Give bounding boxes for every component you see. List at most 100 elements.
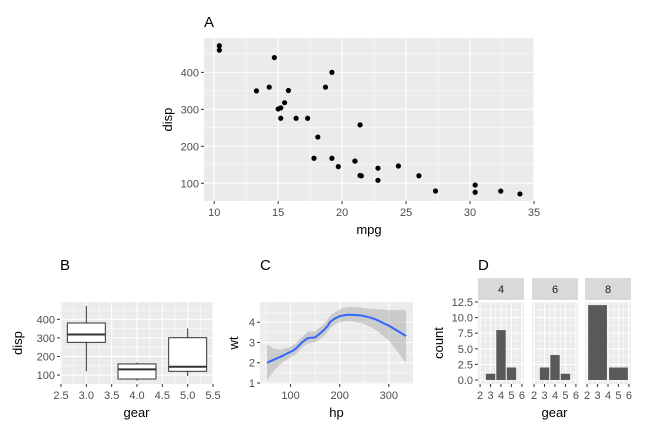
panel-tag: A: [204, 14, 214, 31]
y-axis-title: count: [431, 327, 446, 359]
data-point: [357, 172, 363, 179]
x-tick-label: 3.5: [104, 390, 119, 402]
data-point: [472, 182, 478, 188]
x-tick-label: 4: [605, 390, 611, 402]
x-tick-label: 30: [464, 207, 476, 219]
x-tick-label: 15: [272, 207, 284, 219]
smooth-line: [266, 313, 407, 364]
y-axis-title: disp: [160, 108, 175, 132]
data-point: [293, 115, 299, 121]
confidence-ribbon: [266, 307, 407, 381]
facet-strip: [478, 278, 524, 300]
x-tick-label: 4.5: [155, 390, 170, 402]
facet-strip-label: 8: [605, 284, 611, 296]
facet-6: 62 3 4 5 6: [531, 278, 579, 402]
data-point: [329, 69, 335, 75]
data-point: [322, 84, 329, 90]
data-point: [285, 87, 292, 94]
data-point: [266, 84, 272, 90]
y-axis-title: disp: [10, 331, 25, 355]
x-tick-label: 6: [626, 390, 632, 402]
y-tick-label: 10.0: [452, 313, 473, 325]
bar: [506, 367, 517, 380]
data-point: [517, 191, 523, 197]
bar: [550, 355, 560, 380]
x-tick-label: 3: [594, 390, 600, 402]
y-tick-label: 1: [249, 378, 255, 390]
data-point: [216, 47, 222, 53]
y-tick-label: 12.5: [452, 297, 473, 309]
box-iqr: [168, 337, 208, 372]
panel-tag: D: [478, 257, 489, 274]
y-tick-label: 3: [249, 337, 255, 349]
x-axis-title: gear: [541, 405, 568, 420]
data-point: [311, 155, 317, 161]
x-tick-label: 300: [380, 390, 398, 402]
data-point: [375, 177, 381, 183]
facet-4: 42 3 4 5 60.02.55.07.510.012.5: [452, 278, 525, 402]
box-gear-3: [66, 305, 106, 372]
data-point: [329, 155, 335, 161]
data-point: [357, 122, 363, 128]
data-point: [416, 173, 422, 179]
data-point: [281, 100, 288, 106]
bar: [496, 330, 506, 380]
x-axis-title: hp: [329, 405, 343, 420]
data-point: [305, 115, 311, 121]
data-point: [498, 188, 504, 194]
y-tick-label: 0.0: [458, 375, 473, 387]
y-tick-label: 300: [181, 104, 199, 116]
panel-b-boxplot: 100 200 300 400 2.5 3.0 3.5 4.0 4.5 5.0 5.5 gear dis…: [10, 257, 221, 420]
x-tick-label: 200: [331, 390, 349, 402]
x-tick-label: 4: [498, 390, 504, 402]
x-tick-label: 3.0: [79, 390, 94, 402]
data-point: [375, 165, 381, 171]
x-tick-label: 5: [508, 390, 514, 402]
x-tick-label: 35: [528, 207, 540, 219]
x-axis-title: gear: [123, 405, 150, 420]
x-tick-label: 3: [487, 390, 493, 402]
y-tick-label: 200: [181, 141, 199, 153]
x-tick-label: 5: [615, 390, 621, 402]
data-point: [352, 158, 358, 164]
x-tick-label: 2: [477, 390, 483, 402]
panel-c-smooth: 1 2 3 4 100 200 300 hp wt C: [226, 257, 413, 420]
x-tick-label: 6: [519, 390, 525, 402]
box-gear-4: [117, 362, 157, 381]
y-tick-label: 4: [249, 317, 255, 329]
bar: [485, 373, 496, 380]
bar: [609, 367, 628, 380]
x-tick-label: 6: [573, 390, 579, 402]
y-axis-title: wt: [226, 336, 241, 350]
box-iqr: [66, 322, 106, 343]
x-tick-label: 10: [208, 207, 220, 219]
y-tick-label: 7.5: [458, 328, 473, 340]
y-tick-label: 200: [37, 351, 55, 363]
data-point: [315, 134, 321, 140]
bar: [539, 367, 550, 380]
data-point: [432, 188, 439, 194]
facet-strip-label: 4: [498, 284, 504, 296]
x-tick-label: 100: [281, 390, 299, 402]
data-point: [275, 106, 281, 112]
x-tick-label: 3: [541, 390, 547, 402]
y-tick-label: 100: [37, 370, 55, 382]
x-tick-label: 5.0: [180, 390, 195, 402]
x-tick-label: 2: [584, 390, 590, 402]
x-tick-label: 25: [400, 207, 412, 219]
panel-tag: B: [60, 257, 70, 274]
y-tick-label: 300: [37, 333, 55, 345]
facet-8: 8 2 3 4 5 6: [584, 278, 632, 402]
box-iqr: [117, 363, 157, 380]
facet-strip-label: 6: [552, 284, 558, 296]
panel-tag: C: [260, 257, 271, 274]
box-gear-5: [168, 328, 208, 376]
panel-d-faceted-bars: 42 3 4 5 60.02.55.07.510.012.562 3 4 5 682 3 4 5 6ge…: [431, 257, 632, 420]
x-tick-label: 20: [336, 207, 348, 219]
y-tick-label: 100: [181, 178, 199, 190]
x-tick-label: 4: [552, 390, 558, 402]
data-point: [472, 189, 478, 195]
data-point: [216, 43, 222, 49]
x-tick-label: 2: [531, 390, 537, 402]
x-tick-label: 2.5: [53, 390, 68, 402]
